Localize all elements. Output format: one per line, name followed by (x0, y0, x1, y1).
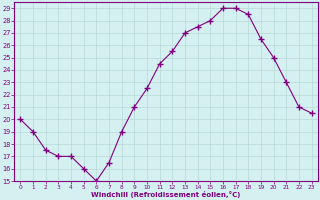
X-axis label: Windchill (Refroidissement éolien,°C): Windchill (Refroidissement éolien,°C) (91, 191, 241, 198)
